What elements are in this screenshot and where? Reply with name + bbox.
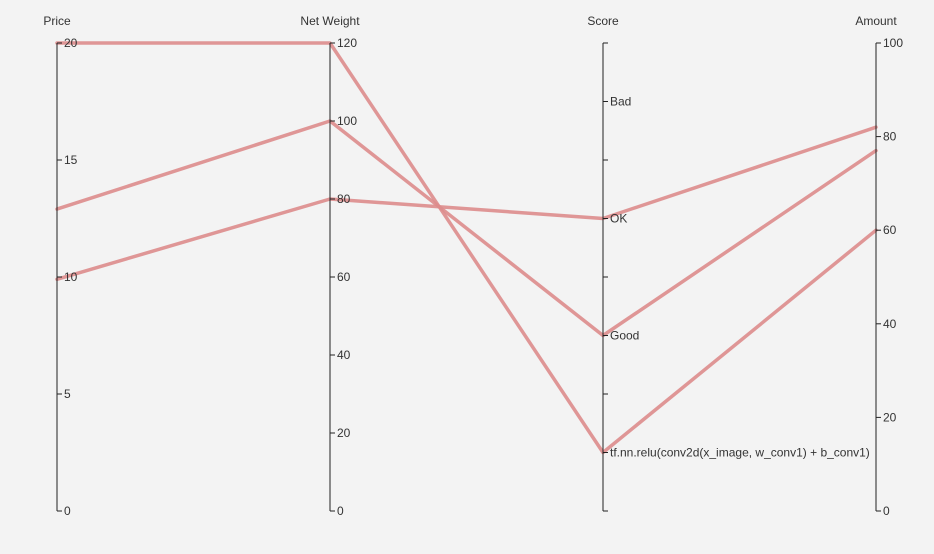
- series-line-3: [55, 41, 878, 455]
- tick-label: Bad: [610, 95, 631, 109]
- axis-score: Score tf.nn.relu(conv2d(x_image, w_conv1)…: [587, 14, 870, 512]
- series-lines: [55, 41, 878, 455]
- tick-label: 10: [64, 270, 78, 284]
- axis-title: Net Weight: [300, 14, 360, 28]
- tick-label: 20: [883, 410, 897, 424]
- series-line-1: [55, 119, 878, 338]
- series-line-2: [55, 125, 878, 282]
- tick-label: 120: [337, 36, 357, 50]
- tick-label: 60: [883, 223, 897, 237]
- axis-price: Price 0 5 10 15 20: [43, 14, 77, 518]
- tick-label: OK: [610, 212, 627, 226]
- tick-label: 60: [337, 270, 351, 284]
- tick-label: 0: [337, 504, 344, 518]
- tick-label: 15: [64, 153, 78, 167]
- tick-label: 5: [64, 387, 71, 401]
- tick-label: 40: [337, 348, 351, 362]
- axis-title: Amount: [855, 14, 897, 28]
- tick-label: 20: [337, 426, 351, 440]
- axis-amount: Amount 0 20 40 60 80 100: [855, 14, 903, 518]
- axis-title: Price: [43, 14, 71, 28]
- tick-label: tf.nn.relu(conv2d(x_image, w_conv1) + b_…: [610, 446, 870, 460]
- tick-label: 100: [883, 36, 903, 50]
- tick-label: 40: [883, 317, 897, 331]
- axes: Price 0 5 10 15 20 Net Weight 0 20 40 60 80 100 120 Sc…: [43, 14, 903, 518]
- tick-label: 0: [64, 504, 71, 518]
- tick-label: Good: [610, 329, 639, 343]
- tick-label: 0: [883, 504, 890, 518]
- axis-title: Score: [587, 14, 619, 28]
- tick-label: 80: [337, 192, 351, 206]
- axis-net-weight: Net Weight 0 20 40 60 80 100 120: [300, 14, 360, 518]
- tick-label: 80: [883, 130, 897, 144]
- tick-label: 100: [337, 114, 357, 128]
- tick-label: 20: [64, 36, 78, 50]
